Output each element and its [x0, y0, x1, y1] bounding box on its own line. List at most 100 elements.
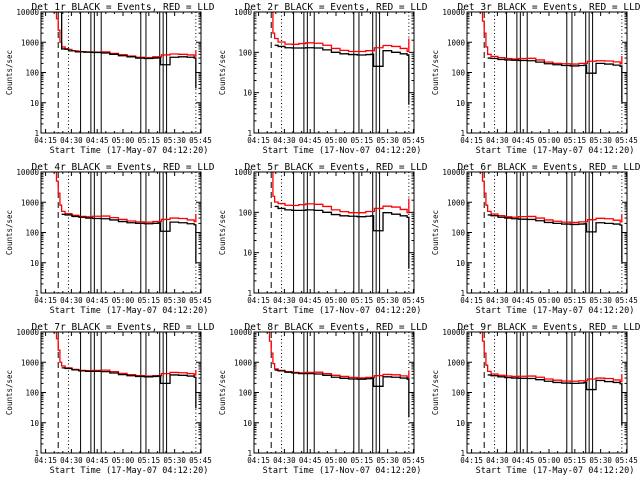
x-tick-label: 04:30 — [273, 136, 296, 145]
x-tick-label: 04:45 — [512, 456, 535, 465]
detector-plot-4: Det 4r BLACK = Events, RED = LLD 1 10 100 10… — [0, 160, 215, 320]
plot-title: Det 9r BLACK = Events, RED = LLD — [457, 322, 640, 333]
detector-plot-1: Det 1r BLACK = Events, RED = LLD 1 10 100 10… — [0, 0, 215, 160]
x-tick-label: 04:45 — [86, 456, 109, 465]
x-tick-label: 04:30 — [60, 456, 83, 465]
y-tick-label: 100 — [238, 389, 252, 398]
y-tick-label: 100 — [451, 69, 465, 78]
marker-lines — [57, 12, 197, 133]
x-axis-label: Start Time (17-May-07 04:12:20) — [50, 466, 209, 476]
plot-svg: Det 2r BLACK = Events, RED = LLD 1 10 100 10… — [218, 2, 428, 156]
y-tick-label: 1 — [247, 289, 252, 298]
x-tick-label: 05:45 — [402, 296, 425, 305]
x-tick-label: 04:15 — [34, 296, 57, 305]
plot-frame — [253, 331, 415, 454]
marker-lines — [270, 332, 410, 453]
x-tick-label: 05:00 — [538, 456, 561, 465]
plot-svg: Det 8r BLACK = Events, RED = LLD 1 10 100 10… — [218, 322, 428, 476]
x-tick-label: 04:45 — [512, 296, 535, 305]
plot-title: Det 2r BLACK = Events, RED = LLD — [244, 2, 427, 13]
y-tick-label: 100 — [451, 229, 465, 238]
y-axis-label: Counts/sec — [5, 50, 14, 95]
x-tick-label: 05:15 — [351, 296, 374, 305]
plot-svg: Det 5r BLACK = Events, RED = LLD 1 10 100 10… — [218, 162, 428, 316]
x-tick-label: 05:00 — [538, 136, 561, 145]
x-axis-label: Start Time (17-May-07 04:12:20) — [476, 466, 635, 476]
series-lld — [479, 12, 623, 65]
y-tick-label: 1000 — [447, 38, 466, 47]
x-tick-label: 05:30 — [163, 296, 186, 305]
x-tick-label: 05:30 — [376, 296, 399, 305]
y-tick-label: 10000 — [442, 8, 465, 17]
x-tick-label: 05:00 — [538, 296, 561, 305]
x-tick-label: 05:30 — [589, 136, 612, 145]
series-lld — [271, 12, 410, 53]
series-lld — [479, 172, 623, 224]
x-tick-label: 04:45 — [86, 296, 109, 305]
marker-lines — [483, 172, 623, 293]
y-tick-label: 100 — [451, 389, 465, 398]
marker-lines — [270, 12, 410, 133]
plot-frame — [466, 11, 628, 134]
series-events — [54, 12, 197, 89]
y-tick-label: 100 — [25, 389, 39, 398]
x-tick-label: 05:45 — [615, 456, 638, 465]
plot-svg: Det 7r BLACK = Events, RED = LLD 1 10 100 10… — [5, 322, 215, 476]
x-tick-label: 05:00 — [325, 296, 348, 305]
x-tick-label: 05:15 — [564, 456, 587, 465]
x-tick-label: 05:45 — [189, 456, 212, 465]
y-tick-label: 100 — [25, 229, 39, 238]
x-tick-label: 05:45 — [615, 136, 638, 145]
x-tick-label: 04:15 — [460, 296, 483, 305]
y-tick-label: 10000 — [16, 8, 39, 17]
x-tick-label: 05:15 — [138, 136, 161, 145]
x-axis-label: Start Time (17-Nov-07 04:12:20) — [263, 146, 422, 156]
x-tick-label: 05:45 — [189, 296, 212, 305]
y-axis-label: Counts/sec — [218, 210, 227, 255]
series-events — [274, 44, 410, 105]
x-tick-label: 05:00 — [325, 136, 348, 145]
x-tick-label: 04:30 — [486, 296, 509, 305]
x-tick-label: 04:45 — [299, 296, 322, 305]
y-tick-label: 1 — [460, 289, 465, 298]
marker-lines — [57, 172, 197, 293]
x-tick-label: 04:30 — [273, 296, 296, 305]
x-tick-label: 04:15 — [247, 296, 270, 305]
y-axis-label: Counts/sec — [431, 50, 440, 95]
y-tick-label: 1 — [460, 449, 465, 458]
plot-title: Det 4r BLACK = Events, RED = LLD — [31, 162, 214, 173]
detector-plot-2: Det 2r BLACK = Events, RED = LLD 1 10 100 10… — [213, 0, 428, 160]
y-tick-label: 1 — [460, 129, 465, 138]
series-events — [61, 367, 197, 409]
plot-svg: Det 9r BLACK = Events, RED = LLD 1 10 100 10… — [431, 322, 640, 476]
x-tick-label: 05:45 — [402, 136, 425, 145]
y-tick-label: 1 — [34, 289, 39, 298]
detector-plot-5: Det 5r BLACK = Events, RED = LLD 1 10 100 10… — [213, 160, 428, 320]
x-tick-label: 04:30 — [60, 136, 83, 145]
y-axis-label: Counts/sec — [431, 370, 440, 415]
plot-frame — [253, 11, 415, 134]
x-tick-label: 05:00 — [112, 456, 135, 465]
plot-frame — [40, 11, 202, 134]
y-axis-label: Counts/sec — [5, 210, 14, 255]
marker-lines — [57, 332, 197, 453]
detector-plot-8: Det 8r BLACK = Events, RED = LLD 1 10 100 10… — [213, 320, 428, 480]
plot-title: Det 6r BLACK = Events, RED = LLD — [457, 162, 640, 173]
x-tick-label: 05:45 — [189, 136, 212, 145]
series-lld — [53, 172, 197, 223]
plot-frame — [40, 331, 202, 454]
x-axis-label: Start Time (17-May-07 04:12:20) — [476, 146, 635, 156]
plot-svg: Det 1r BLACK = Events, RED = LLD 1 10 100 10… — [5, 2, 215, 156]
y-tick-label: 1 — [247, 129, 252, 138]
x-tick-label: 05:30 — [163, 136, 186, 145]
x-tick-label: 04:30 — [60, 296, 83, 305]
y-axis-label: Counts/sec — [5, 370, 14, 415]
y-tick-label: 1000 — [447, 358, 466, 367]
x-tick-label: 04:45 — [299, 456, 322, 465]
y-tick-label: 10000 — [442, 168, 465, 177]
x-tick-label: 05:30 — [589, 456, 612, 465]
plot-title: Det 1r BLACK = Events, RED = LLD — [31, 2, 214, 13]
y-tick-label: 10 — [30, 419, 40, 428]
plot-svg: Det 6r BLACK = Events, RED = LLD 1 10 100 10… — [431, 162, 640, 316]
plot-svg: Det 3r BLACK = Events, RED = LLD 1 10 100 10… — [431, 2, 640, 156]
